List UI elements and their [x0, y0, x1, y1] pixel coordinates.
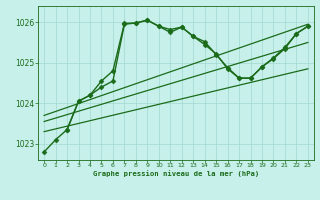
X-axis label: Graphe pression niveau de la mer (hPa): Graphe pression niveau de la mer (hPa) — [93, 171, 259, 177]
